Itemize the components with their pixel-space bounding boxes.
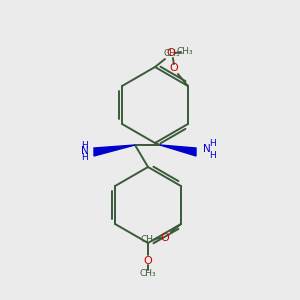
- Text: H: H: [208, 151, 215, 160]
- Text: N: N: [203, 144, 211, 154]
- Text: H: H: [81, 140, 87, 149]
- Polygon shape: [94, 145, 135, 156]
- Text: H: H: [81, 154, 87, 163]
- Text: O: O: [144, 256, 152, 266]
- Text: O: O: [169, 63, 178, 73]
- Text: O: O: [160, 233, 169, 243]
- Text: CH₃: CH₃: [140, 268, 156, 278]
- Polygon shape: [160, 145, 196, 156]
- Text: H: H: [208, 139, 215, 148]
- Text: O: O: [167, 48, 176, 58]
- Text: CH₃: CH₃: [141, 236, 157, 244]
- Text: CH₃: CH₃: [177, 46, 193, 56]
- Text: CH₃: CH₃: [164, 50, 180, 58]
- Text: N: N: [81, 146, 89, 156]
